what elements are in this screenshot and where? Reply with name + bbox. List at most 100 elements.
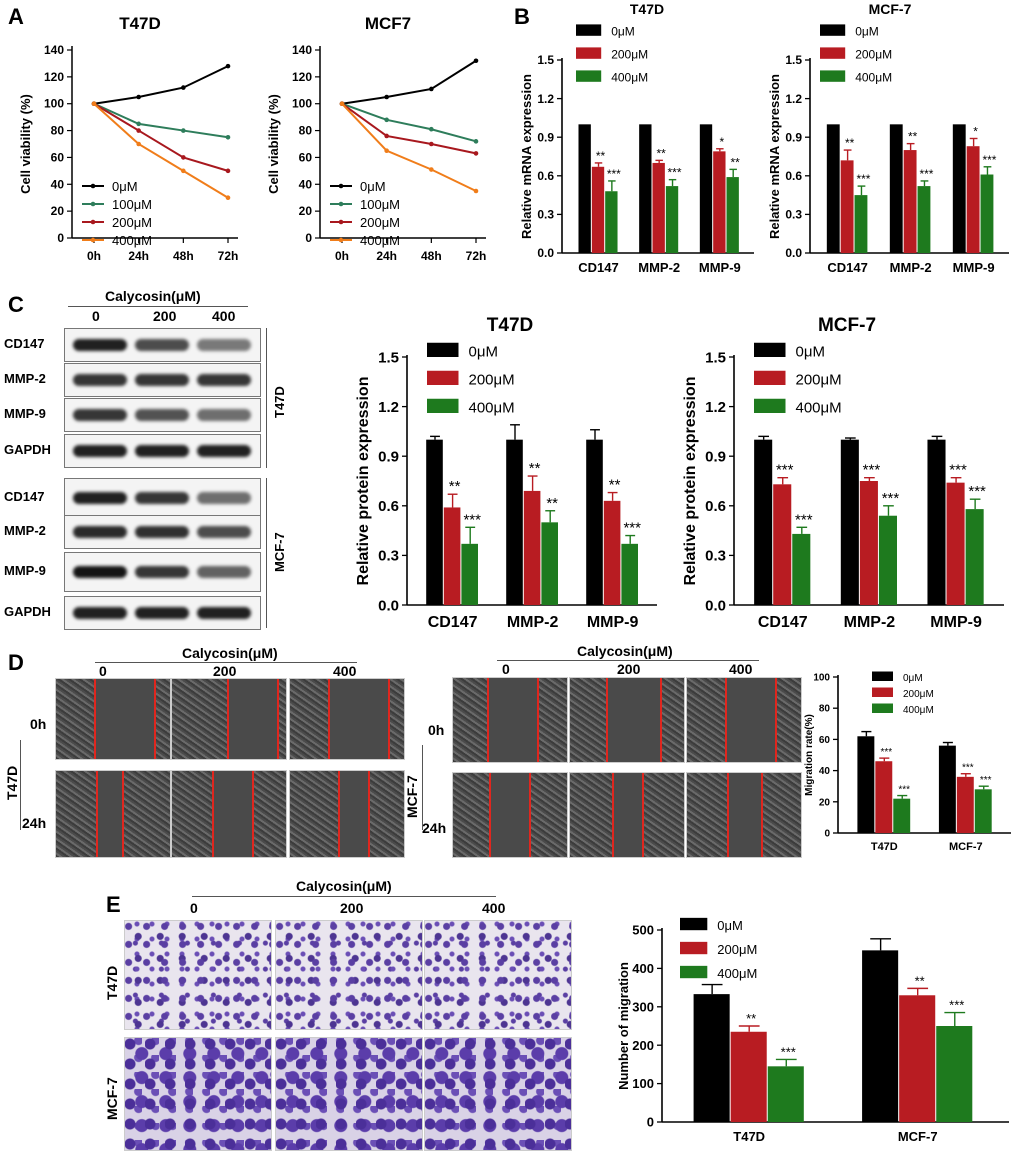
chart-title: MCF-7 [869, 1, 912, 17]
significance-label: *** [781, 1044, 796, 1059]
chart-a-t47d-viability: T47D 0 20 40 60 80 100 120 140 0h 24h 48h 72h Cell vi… [18, 14, 238, 263]
bar [767, 1066, 804, 1122]
transwell-image [124, 1037, 272, 1151]
chart-a-mcf7-viability: MCF7 0 20 40 60 80 100 120 140 0h 24h 48h 72h Cell vi… [266, 14, 486, 263]
bar [506, 439, 523, 605]
significance-label: *** [776, 462, 794, 479]
wound-image [55, 770, 171, 858]
legend-swatch [820, 47, 846, 59]
bar [927, 439, 946, 605]
legend-swatch [427, 370, 459, 385]
wound-mcf7-calycosin-label: Calycosin(μM) [577, 643, 673, 659]
panel-letter-e: E [106, 892, 121, 917]
bar [426, 439, 443, 605]
significance-label: *** [968, 483, 986, 500]
significance-label: *** [949, 998, 964, 1013]
bar [754, 439, 773, 605]
legend-label: 0μM [611, 25, 635, 39]
data-point [225, 168, 231, 174]
legend-label: 100μM [112, 197, 152, 212]
significance-label: *** [949, 462, 967, 479]
y-tick-label: 1.5 [537, 53, 554, 67]
significance-label: *** [880, 747, 892, 758]
wound-image [686, 677, 802, 763]
wound-gap [96, 771, 122, 857]
wound-edge-line [489, 773, 491, 857]
legend-label: 400μM [796, 400, 842, 417]
wound-mcf7-group: MCF-7 [404, 775, 420, 818]
wound-gap [487, 678, 537, 762]
wound-image [452, 677, 568, 763]
blot-row-label: CD147 [4, 489, 45, 504]
series-line [93, 65, 229, 105]
bar [461, 543, 478, 605]
y-tick-label: 40 [299, 177, 313, 191]
y-tick-label: 60 [819, 735, 831, 746]
wound-gap [612, 773, 642, 857]
wound-t47d-row-0h: 0h [30, 716, 47, 732]
legend-swatch [576, 47, 602, 59]
significance-label: * [973, 124, 978, 138]
bar [938, 745, 956, 833]
significance-label: ** [449, 478, 461, 495]
legend-label: 200μM [112, 215, 152, 230]
blot-group-mcf7: MCF-7 [272, 532, 287, 572]
legend-label: 200μM [796, 372, 842, 389]
blot-strip [64, 478, 261, 518]
transwell-image [275, 1037, 423, 1151]
series-line [341, 102, 477, 143]
wound-edge-line [227, 679, 229, 759]
data-point [181, 155, 186, 160]
legend-swatch [576, 70, 602, 82]
bar [893, 798, 911, 833]
legend-label: 0μM [903, 673, 923, 684]
data-point [225, 63, 231, 69]
wound-gap [212, 771, 252, 857]
bar [665, 186, 679, 253]
panel-letter-b: B [514, 4, 530, 29]
bar [980, 174, 994, 253]
bar [936, 1026, 973, 1122]
legend-swatch [427, 342, 459, 357]
y-tick-label: 60 [299, 150, 313, 164]
legend-label: 400μM [903, 705, 934, 716]
y-tick-label: 100 [632, 1076, 654, 1091]
transwell-dose-200: 200 [340, 900, 364, 916]
bar [639, 124, 652, 253]
blot-band [197, 445, 251, 457]
x-category-label: CD147 [758, 614, 808, 631]
y-tick-label: 0.6 [785, 169, 802, 183]
blot-band [197, 339, 251, 351]
wound-gap [227, 679, 277, 759]
legend-marker [338, 201, 344, 207]
y-tick-label: 80 [51, 124, 65, 138]
y-tick-label: 80 [819, 704, 831, 715]
legend-swatch [754, 398, 786, 413]
bar [878, 515, 897, 605]
x-category-label: T47D [733, 1129, 765, 1144]
x-category-label: MMP-9 [699, 260, 741, 275]
wound-mcf7-row-24h: 24h [422, 820, 447, 836]
blot-band [197, 607, 251, 619]
y-axis-label: Relative protein expression [682, 377, 699, 586]
significance-label: * [720, 135, 725, 149]
legend-label: 0μM [112, 179, 138, 194]
y-tick-label: 0.3 [705, 548, 726, 565]
blot-band [197, 492, 251, 504]
data-point [225, 195, 231, 201]
bar [974, 789, 992, 833]
y-axis-label: Migration rate(%) [804, 714, 815, 796]
transwell-image [124, 920, 272, 1030]
blot-strip [64, 328, 261, 362]
blot-dose-400: 400 [212, 308, 236, 324]
y-axis-label: Cell viability (%) [266, 94, 281, 194]
blot-band [73, 445, 127, 457]
bar [773, 484, 792, 605]
wound-edge-line [761, 773, 763, 857]
chart-title: T47D [119, 14, 161, 33]
significance-label: ** [915, 973, 925, 988]
series-line [93, 102, 229, 199]
transwell-group-t47d: T47D [104, 965, 120, 1000]
significance-label: *** [463, 511, 481, 528]
wound-edge-line [277, 679, 279, 759]
